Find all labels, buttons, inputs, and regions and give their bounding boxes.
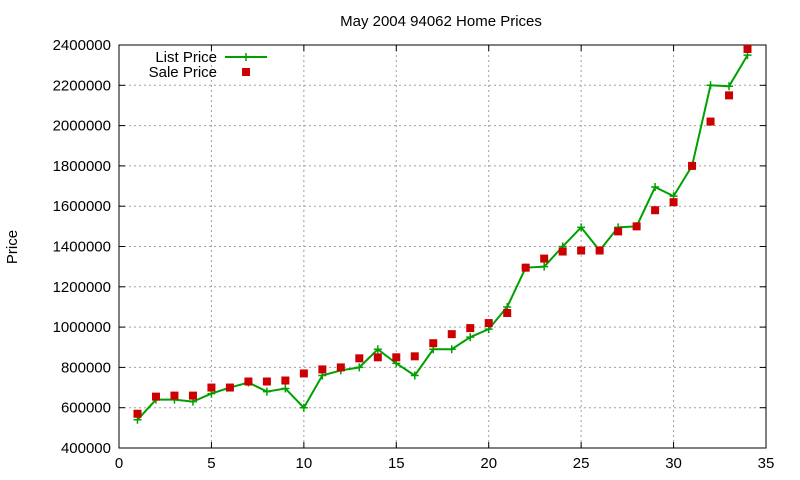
sale-price-point	[336, 363, 345, 372]
sale-price-point	[521, 263, 530, 272]
legend-square-marker	[242, 68, 250, 76]
y-tick-label: 1800000	[53, 158, 111, 175]
legend-label: Sale Price	[149, 64, 217, 81]
x-tick-label: 20	[480, 455, 497, 472]
list-price-point	[410, 371, 419, 380]
sale-price-point	[429, 339, 438, 348]
sale-price-point	[577, 246, 586, 255]
x-tick-label: 5	[207, 455, 215, 472]
grid	[119, 45, 766, 448]
sale-price-point	[503, 308, 512, 317]
sale-price-point	[281, 376, 290, 385]
x-tick-label: 10	[296, 455, 313, 472]
sale-price-point	[558, 247, 567, 256]
series-sale-price	[133, 45, 752, 418]
sale-price-point	[151, 392, 160, 401]
sale-price-point	[170, 391, 179, 400]
list-price-line	[136, 54, 749, 421]
sale-price-point	[706, 117, 715, 126]
list-price-point	[373, 345, 382, 354]
sale-price-point	[392, 353, 401, 362]
series	[133, 45, 752, 424]
x-tick-label: 35	[758, 455, 775, 472]
sale-price-point	[595, 246, 604, 255]
sale-price-point	[614, 227, 623, 236]
x-tick-label: 15	[388, 455, 405, 472]
y-tick-label: 600000	[61, 400, 111, 417]
y-tick-label: 1000000	[53, 319, 111, 336]
list-price-point	[355, 363, 364, 372]
list-price-point	[706, 81, 715, 90]
x-tick-label: 25	[573, 455, 590, 472]
y-tick-label: 800000	[61, 359, 111, 376]
sale-price-point	[447, 330, 456, 339]
list-price-point	[447, 345, 456, 354]
sale-price-point	[262, 377, 271, 386]
y-tick-label: 1600000	[53, 198, 111, 215]
sale-price-point	[207, 383, 216, 392]
list-price-point	[281, 384, 290, 393]
sale-price-point	[669, 198, 678, 207]
sale-price-point	[133, 409, 142, 418]
sale-price-point	[725, 91, 734, 100]
sale-price-point	[188, 391, 197, 400]
legend-plus-marker	[242, 53, 250, 61]
sale-price-point	[466, 324, 475, 333]
series-list-price	[133, 51, 752, 424]
sale-price-point	[651, 206, 660, 215]
y-axis-label: Price	[4, 230, 21, 264]
sale-price-point	[355, 354, 364, 363]
sale-price-point	[299, 369, 308, 378]
y-tick-label: 1400000	[53, 239, 111, 256]
list-price-point	[725, 82, 734, 91]
y-tick-label: 2200000	[53, 77, 111, 94]
y-tick-label: 2000000	[53, 118, 111, 135]
list-price-point	[577, 223, 586, 232]
sale-price-point	[743, 45, 752, 54]
sale-price-point	[632, 222, 641, 231]
sale-price-point	[540, 254, 549, 263]
x-tick-label: 30	[665, 455, 682, 472]
sale-price-point	[688, 161, 697, 170]
legend-label: List Price	[155, 49, 217, 66]
list-price-point	[299, 403, 308, 412]
sale-price-point	[318, 365, 327, 374]
sale-price-point	[244, 377, 253, 386]
y-tick-label: 1200000	[53, 279, 111, 296]
sale-price-point	[410, 352, 419, 361]
list-price-point	[466, 333, 475, 342]
axis-ticks: 0 5 10 15 20 25 30 35 400000 600000 800000 1000000 1…	[53, 37, 775, 472]
sale-price-point	[373, 353, 382, 362]
plot-frame	[118, 44, 767, 449]
sale-price-point	[225, 383, 234, 392]
y-tick-label: 400000	[61, 440, 111, 457]
y-tick-label: 2400000	[53, 37, 111, 54]
list-price-point	[262, 387, 271, 396]
list-price-point	[540, 262, 549, 271]
list-price-point	[651, 183, 660, 192]
sale-price-point	[484, 319, 493, 328]
chart-title: May 2004 94062 Home Prices	[340, 13, 542, 30]
x-tick-label: 0	[115, 455, 123, 472]
